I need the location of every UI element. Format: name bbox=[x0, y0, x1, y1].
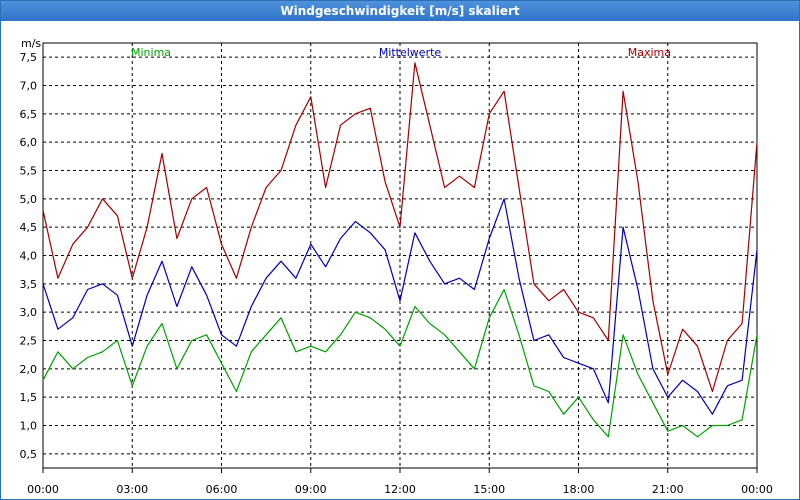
y-tick-label: 3,0 bbox=[20, 306, 38, 319]
grid bbox=[43, 43, 757, 468]
x-tick-time: 06:00 bbox=[206, 483, 238, 496]
x-tick-date: 22.06.13 bbox=[19, 497, 68, 499]
y-tick-label: 6,0 bbox=[20, 136, 38, 149]
x-tick-date: 22.06.13 bbox=[643, 497, 692, 499]
x-tick-date: 22.06.13 bbox=[465, 497, 514, 499]
y-tick-label: 4,5 bbox=[20, 221, 38, 234]
x-tick-time: 09:00 bbox=[295, 483, 327, 496]
window-title: Windgeschwindigkeit [m/s] skaliert bbox=[1, 1, 799, 21]
y-tick-label: 7,5 bbox=[20, 51, 38, 64]
x-tick-date: 22.06.13 bbox=[108, 497, 157, 499]
y-tick-label: 1,5 bbox=[20, 391, 38, 404]
y-tick-label: 7,0 bbox=[20, 80, 38, 93]
x-tick-time: 21:00 bbox=[652, 483, 684, 496]
y-tick-label: 2,5 bbox=[20, 335, 38, 348]
y-tick-label: 4,0 bbox=[20, 250, 38, 263]
legend-entry-minima: Minima bbox=[131, 46, 171, 59]
x-tick-date: 22.06.13 bbox=[286, 497, 335, 499]
legend-entry-maxima: Maxima bbox=[628, 46, 671, 59]
axes: 0,5 1,0 1,5 2,0 2,5 3,0 3,5 4,0 4,5 5,0 5,5 6,0 6,5 7… bbox=[19, 37, 782, 499]
x-tick-time: 18:00 bbox=[563, 483, 595, 496]
x-tick-time: 12:00 bbox=[384, 483, 416, 496]
x-tick-date: 23.06.13 bbox=[733, 497, 782, 499]
legend-entry-mittelwerte: Mittelwerte bbox=[379, 46, 442, 59]
series-line-minima bbox=[42, 288, 758, 438]
x-tick-time: 15:00 bbox=[473, 483, 505, 496]
y-tick-label: 3,5 bbox=[20, 278, 38, 291]
x-tick-date: 22.06.13 bbox=[197, 497, 246, 499]
x-tick-time: 00:00 bbox=[27, 483, 59, 496]
x-tick-date: 22.06.13 bbox=[554, 497, 603, 499]
y-tick-label: 6,5 bbox=[20, 108, 38, 121]
y-tick-label: 5,5 bbox=[20, 165, 38, 178]
series-lines bbox=[42, 62, 758, 438]
y-axis-label: m/s bbox=[21, 37, 41, 50]
y-tick-label: 5,0 bbox=[20, 193, 38, 206]
y-tick-label: 2,0 bbox=[20, 363, 38, 376]
series-line-maxima bbox=[42, 62, 758, 393]
x-tick-time: 00:00 bbox=[741, 483, 773, 496]
series-line-mittelwerte bbox=[42, 198, 758, 415]
x-tick-date: 22.06.13 bbox=[376, 497, 425, 499]
legend: Minima Mittelwerte Maxima bbox=[131, 46, 671, 59]
x-tick-time: 03:00 bbox=[116, 483, 148, 496]
wind-speed-chart: 0,5 1,0 1,5 2,0 2,5 3,0 3,5 4,0 4,5 5,0 5,5 6,0 6,5 7… bbox=[19, 37, 782, 499]
y-tick-label: 1,0 bbox=[20, 420, 38, 433]
y-tick-label: 0,5 bbox=[20, 448, 38, 461]
